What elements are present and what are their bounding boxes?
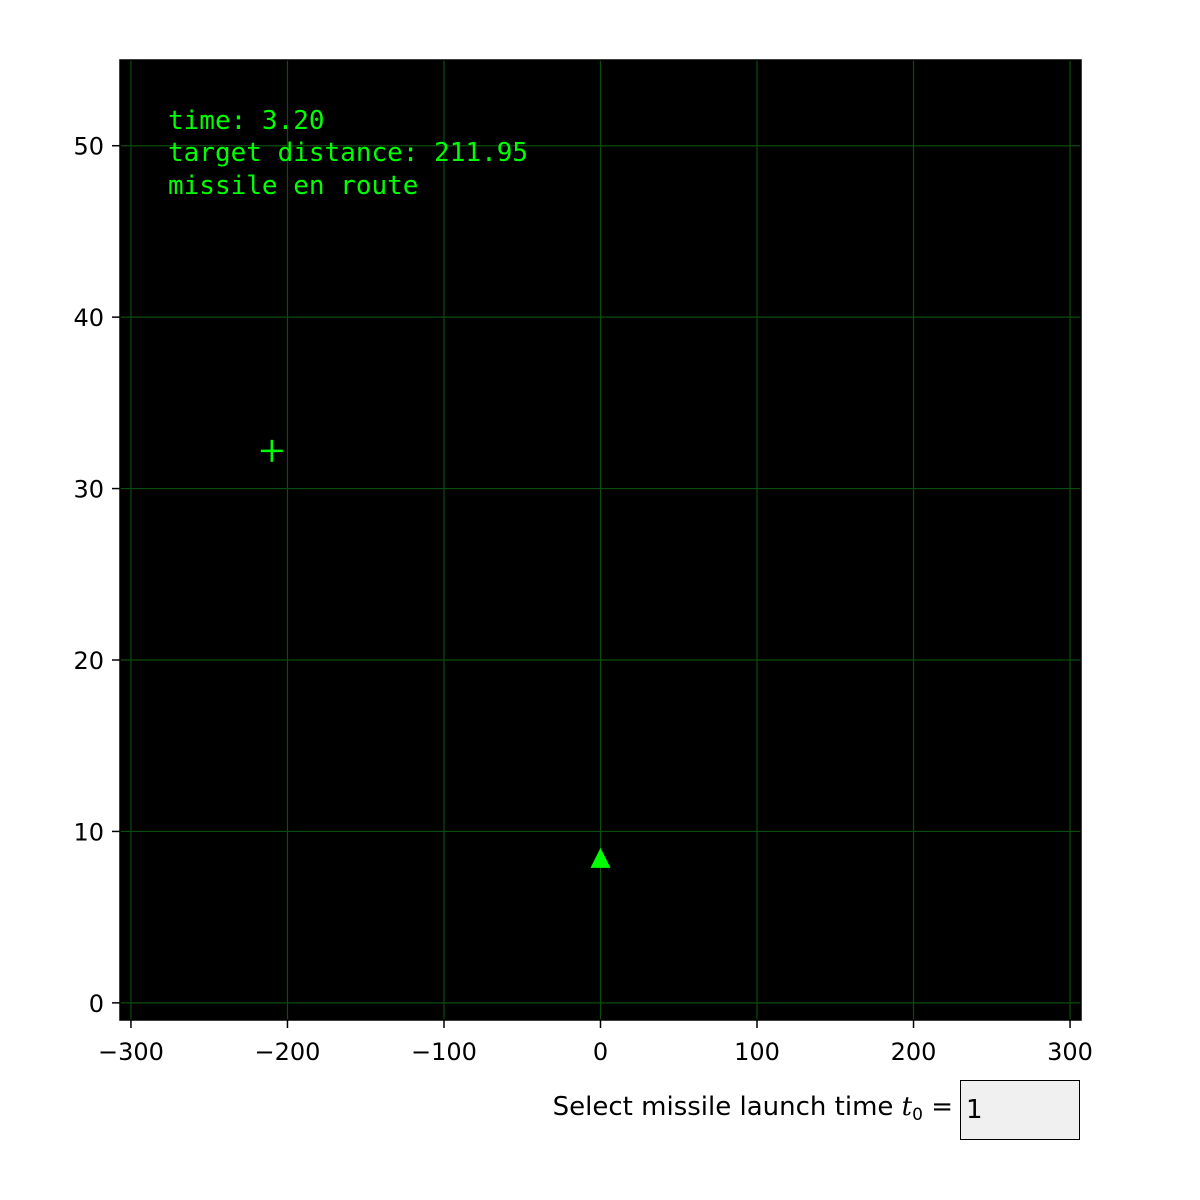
y-tick-label: 20	[73, 647, 104, 675]
missile-plot: −300 −200 −100 0 100 200 300 0 10 20 30 40 50 time: …	[73, 59, 1093, 1066]
missile-marker-triangle	[590, 847, 611, 868]
x-tick-label: −300	[98, 1038, 164, 1066]
x-tick-label: 100	[734, 1038, 780, 1066]
x-tick-label: 0	[593, 1038, 608, 1066]
launch-label-var: t	[901, 1092, 913, 1122]
grid-lines	[120, 60, 1081, 1020]
axis-ticks: −300 −200 −100 0 100 200 300 0 10 20 30 40 50	[73, 133, 1092, 1066]
launch-label-prefix: Select missile launch time	[552, 1092, 902, 1122]
status-missile-state: missile en route	[168, 171, 418, 201]
y-tick-label: 50	[73, 133, 104, 161]
x-tick-label: 300	[1047, 1038, 1093, 1066]
y-tick-label: 10	[73, 818, 104, 846]
y-tick-label: 30	[73, 476, 104, 504]
target-marker-plus	[260, 439, 283, 462]
x-tick-label: −100	[411, 1038, 477, 1066]
y-tick-label: 0	[89, 990, 104, 1018]
x-tick-label: −200	[255, 1038, 321, 1066]
status-time: time: 3.20	[168, 106, 325, 136]
launch-time-label: Select missile launch time t0 =	[553, 1092, 953, 1125]
launch-time-input[interactable]	[960, 1080, 1080, 1140]
launch-label-suffix: =	[922, 1092, 953, 1122]
launch-label-sub: 0	[912, 1105, 923, 1125]
status-target-distance: target distance: 211.95	[168, 138, 528, 168]
x-tick-label: 200	[891, 1038, 937, 1066]
y-tick-label: 40	[73, 304, 104, 332]
plot-marks	[260, 439, 611, 868]
launch-time-row: Select missile launch time t0 =	[0, 1080, 1081, 1140]
